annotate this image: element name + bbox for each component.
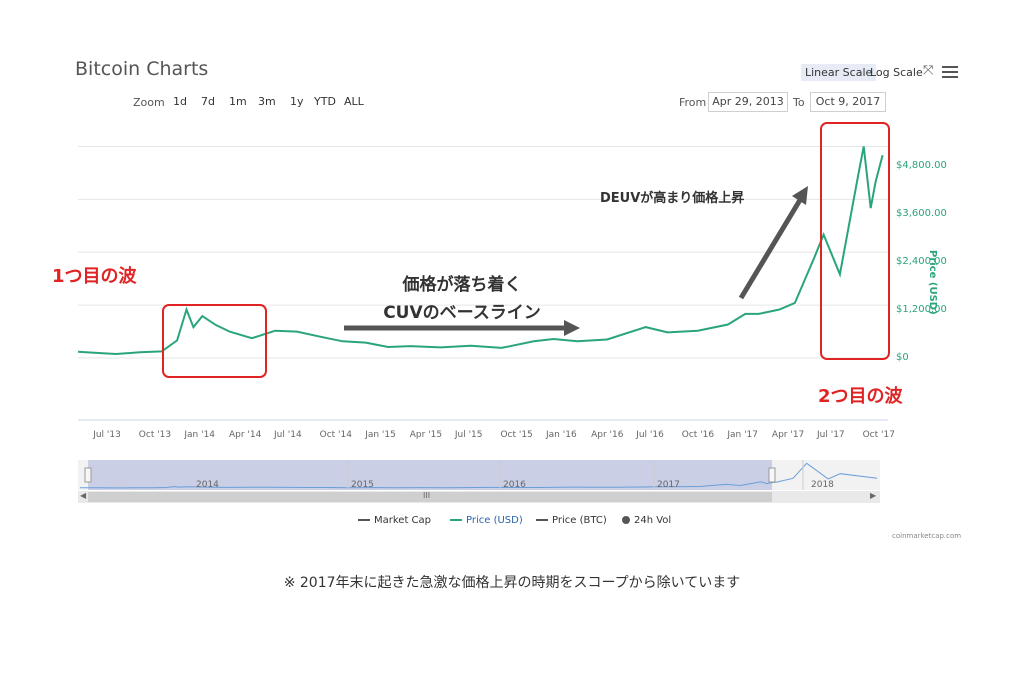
legend-price-btc[interactable]: Price (BTC)	[536, 515, 607, 526]
x-tick-label: Apr '16	[591, 430, 624, 440]
x-tick-label: Apr '14	[228, 430, 262, 440]
x-tick-label: Jan '15	[365, 430, 396, 440]
legend-line-icon	[450, 519, 462, 521]
legend-24h-vol[interactable]: 24h Vol	[622, 515, 671, 526]
x-tick-label: Jan '17	[727, 430, 758, 440]
y-tick-label: $1,200.00	[896, 304, 947, 315]
from-date-input[interactable]: Apr 29, 2013	[708, 92, 788, 112]
second-wave-box	[820, 122, 890, 360]
x-tick-label: Jul '15	[454, 430, 483, 440]
legend-label: Price (USD)	[466, 515, 523, 526]
legend-dot-icon	[622, 516, 630, 524]
series-group	[77, 146, 884, 356]
x-tick-label: Apr '17	[771, 430, 805, 440]
to-date-input[interactable]: Oct 9, 2017	[810, 92, 886, 112]
x-tick-label: Oct '17	[862, 430, 895, 440]
scrollbar-grip: III	[423, 491, 431, 500]
legend-label: Market Cap	[374, 515, 432, 526]
hamburger-menu-icon[interactable]	[942, 66, 958, 78]
baseline-arrow-head	[564, 320, 580, 336]
legend-label: 24h Vol	[634, 515, 672, 526]
legend-line-icon	[536, 519, 548, 521]
navigator-year-label: 2017	[657, 480, 680, 490]
first-wave-label: 1つ目の波	[52, 266, 137, 287]
baseline-label-line2: CUVのベースライン	[383, 303, 541, 323]
zoom-1d-button[interactable]: 1d	[173, 95, 187, 108]
x-tick-label: Jan '14	[184, 430, 216, 440]
y-tick-label: $2,400.00	[896, 256, 947, 267]
zoom-ytd-button[interactable]: YTD	[314, 95, 336, 108]
x-tick-label: Jul '17	[817, 430, 845, 440]
scroll-left-arrow-icon[interactable]: ◀	[80, 491, 87, 500]
navigator-year-label: 2016	[503, 480, 526, 490]
navigator-line	[80, 462, 878, 489]
navigator-right-handle	[768, 467, 776, 483]
x-tick-label: Jul '16	[636, 430, 664, 440]
navigator-year-label: 2015	[351, 480, 374, 490]
legend-label: Price (BTC)	[552, 515, 607, 526]
zoom-1y-button[interactable]: 1y	[290, 95, 304, 108]
x-tick-label: Jul '14	[274, 430, 302, 440]
linear-scale-button[interactable]: Linear Scale	[801, 64, 877, 81]
navigator-left-handle	[84, 467, 92, 483]
x-tick-label: Oct '16	[681, 430, 715, 440]
x-tick-label: Jan '16	[546, 430, 577, 440]
x-tick-label: Oct '14	[319, 430, 352, 440]
expand-icon[interactable]: ⤧	[923, 63, 934, 78]
log-scale-button[interactable]: Log Scale	[870, 66, 923, 79]
scroll-right-arrow-icon[interactable]: ▶	[870, 491, 877, 500]
zoom-all-button[interactable]: ALL	[344, 95, 364, 108]
zoom-3m-button[interactable]: 3m	[258, 95, 276, 108]
chart-title: Bitcoin Charts	[75, 58, 209, 80]
zoom-1m-button[interactable]: 1m	[229, 95, 247, 108]
price-usd-line	[77, 146, 884, 356]
x-tick-label: Jul '13	[93, 430, 121, 440]
x-tick-label: Apr '15	[409, 430, 443, 440]
legend-line-icon	[358, 519, 370, 521]
grid-lines	[78, 145, 888, 421]
x-tick-label: Oct '13	[138, 430, 172, 440]
y-tick-label: $3,600.00	[896, 208, 947, 219]
zoom-7d-button[interactable]: 7d	[201, 95, 215, 108]
to-label: To	[793, 96, 805, 109]
deuv-label: DEUVが高まり価格上昇	[600, 191, 745, 206]
legend-market-cap[interactable]: Market Cap	[358, 515, 431, 526]
navigator-year-label: 2014	[196, 480, 219, 490]
scrollbar-thumb[interactable]	[88, 492, 772, 502]
first-wave-box	[162, 304, 267, 378]
baseline-label-line1: 価格が落ち着く	[402, 275, 522, 295]
y-tick-label: $0	[896, 352, 909, 363]
navigator-selection[interactable]	[88, 460, 772, 490]
from-label: From	[679, 96, 707, 109]
zoom-label: Zoom	[133, 96, 165, 109]
second-wave-label: 2つ目の波	[818, 386, 903, 407]
legend-price-usd[interactable]: Price (USD)	[450, 515, 523, 526]
footnote: ※ 2017年末に起きた急激な価格上昇の時期をスコープから除いています	[283, 575, 741, 591]
credit-link[interactable]: coinmarketcap.com	[892, 532, 962, 540]
y-tick-label: $4,800.00	[896, 160, 947, 171]
x-tick-label: Oct '15	[500, 430, 533, 440]
deuv-arrow-head	[792, 186, 808, 205]
navigator-area[interactable]	[78, 460, 880, 490]
navigator-year-label: 2018	[811, 480, 834, 490]
deuv-arrow-shaft	[738, 198, 803, 300]
